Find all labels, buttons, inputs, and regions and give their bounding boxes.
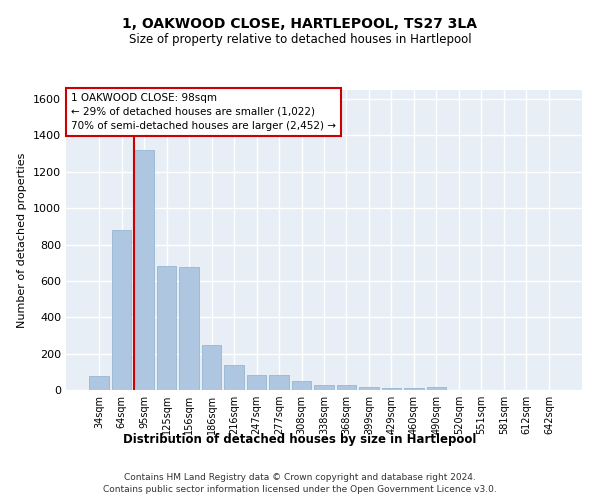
Text: 1 OAKWOOD CLOSE: 98sqm
← 29% of detached houses are smaller (1,022)
70% of semi-: 1 OAKWOOD CLOSE: 98sqm ← 29% of detached… (71, 93, 336, 131)
Bar (337, 386, 356, 390)
Bar (157, 266, 176, 390)
Bar (292, 381, 311, 390)
Text: Contains public sector information licensed under the Open Government Licence v3: Contains public sector information licen… (103, 485, 497, 494)
Bar (179, 268, 199, 390)
Text: Size of property relative to detached houses in Hartlepool: Size of property relative to detached ho… (128, 32, 472, 46)
Text: Distribution of detached houses by size in Hartlepool: Distribution of detached houses by size … (124, 432, 476, 446)
Text: 1, OAKWOOD CLOSE, HARTLEPOOL, TS27 3LA: 1, OAKWOOD CLOSE, HARTLEPOOL, TS27 3LA (122, 18, 478, 32)
Y-axis label: Number of detached properties: Number of detached properties (17, 152, 28, 328)
Bar (427, 388, 446, 390)
Bar (202, 346, 221, 390)
Bar (314, 384, 334, 390)
Text: Contains HM Land Registry data © Crown copyright and database right 2024.: Contains HM Land Registry data © Crown c… (124, 472, 476, 482)
Bar (269, 376, 289, 390)
Bar (404, 388, 424, 390)
Bar (247, 376, 266, 390)
Bar (359, 388, 379, 390)
Bar (112, 230, 131, 390)
Bar (224, 364, 244, 390)
Bar (89, 376, 109, 390)
Bar (382, 388, 401, 390)
Bar (134, 150, 154, 390)
